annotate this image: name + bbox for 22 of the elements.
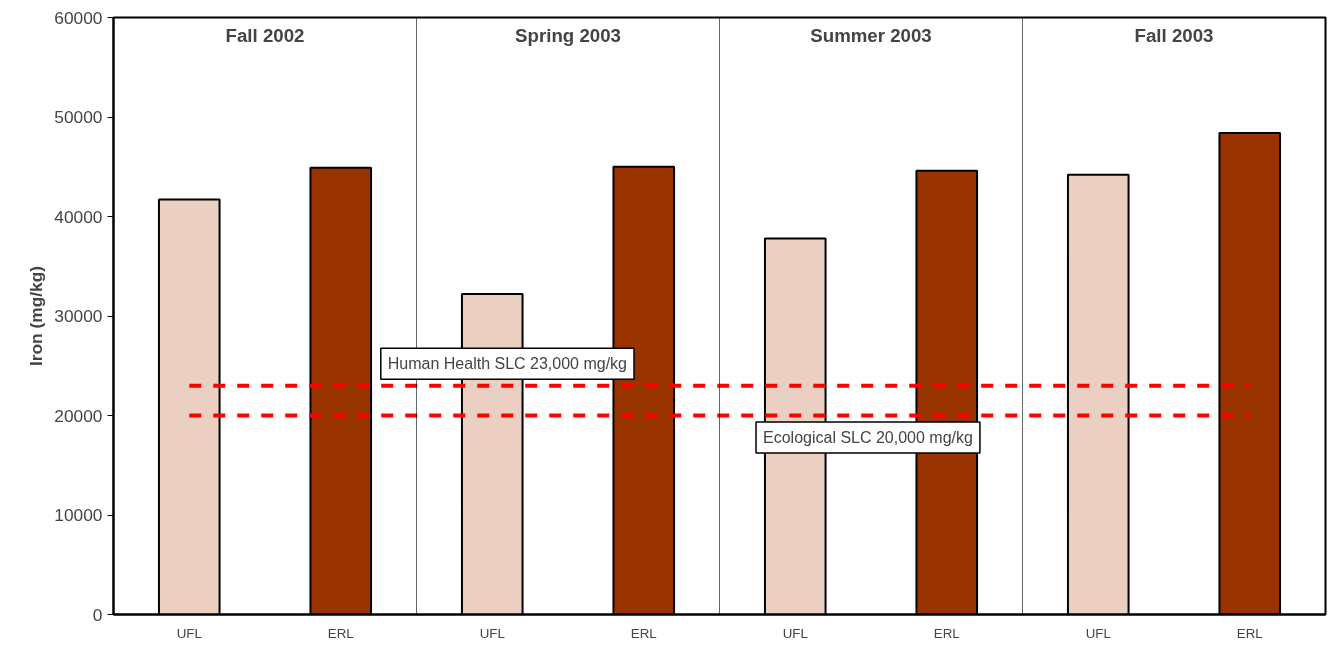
y-tick-label: 20000 bbox=[54, 405, 103, 426]
y-tick-label: 60000 bbox=[54, 7, 103, 28]
y-tick-label: 50000 bbox=[54, 107, 103, 127]
x-tick-label: ERL bbox=[1236, 625, 1263, 641]
annotation: Spring 2003 bbox=[515, 25, 621, 46]
y-tick-label: 40000 bbox=[54, 206, 103, 227]
x-tick-label: UFL bbox=[479, 625, 505, 641]
x-tick-label: ERL bbox=[327, 625, 354, 641]
x-tick-label: UFL bbox=[782, 625, 808, 641]
x-tick-label: UFL bbox=[1085, 625, 1111, 641]
y-tick-label: 10000 bbox=[54, 505, 103, 525]
annotation: Summer 2003 bbox=[810, 25, 932, 46]
ref-line-label: Ecological SLC 20,000 mg/kg bbox=[763, 429, 973, 446]
x-tick-label: ERL bbox=[933, 625, 960, 641]
y-tick-label: 30000 bbox=[54, 306, 103, 326]
annotation: Fall 2002 bbox=[225, 25, 305, 46]
y-axis-title: Iron (mg/kg) bbox=[26, 265, 47, 367]
ref-line-label: Human Health SLC 23,000 mg/kg bbox=[387, 355, 628, 373]
y-tick-label: 0 bbox=[92, 604, 103, 625]
annotation: Fall 2003 bbox=[1134, 25, 1214, 46]
x-tick-label: ERL bbox=[630, 625, 657, 641]
x-tick-label: UFL bbox=[176, 625, 202, 641]
